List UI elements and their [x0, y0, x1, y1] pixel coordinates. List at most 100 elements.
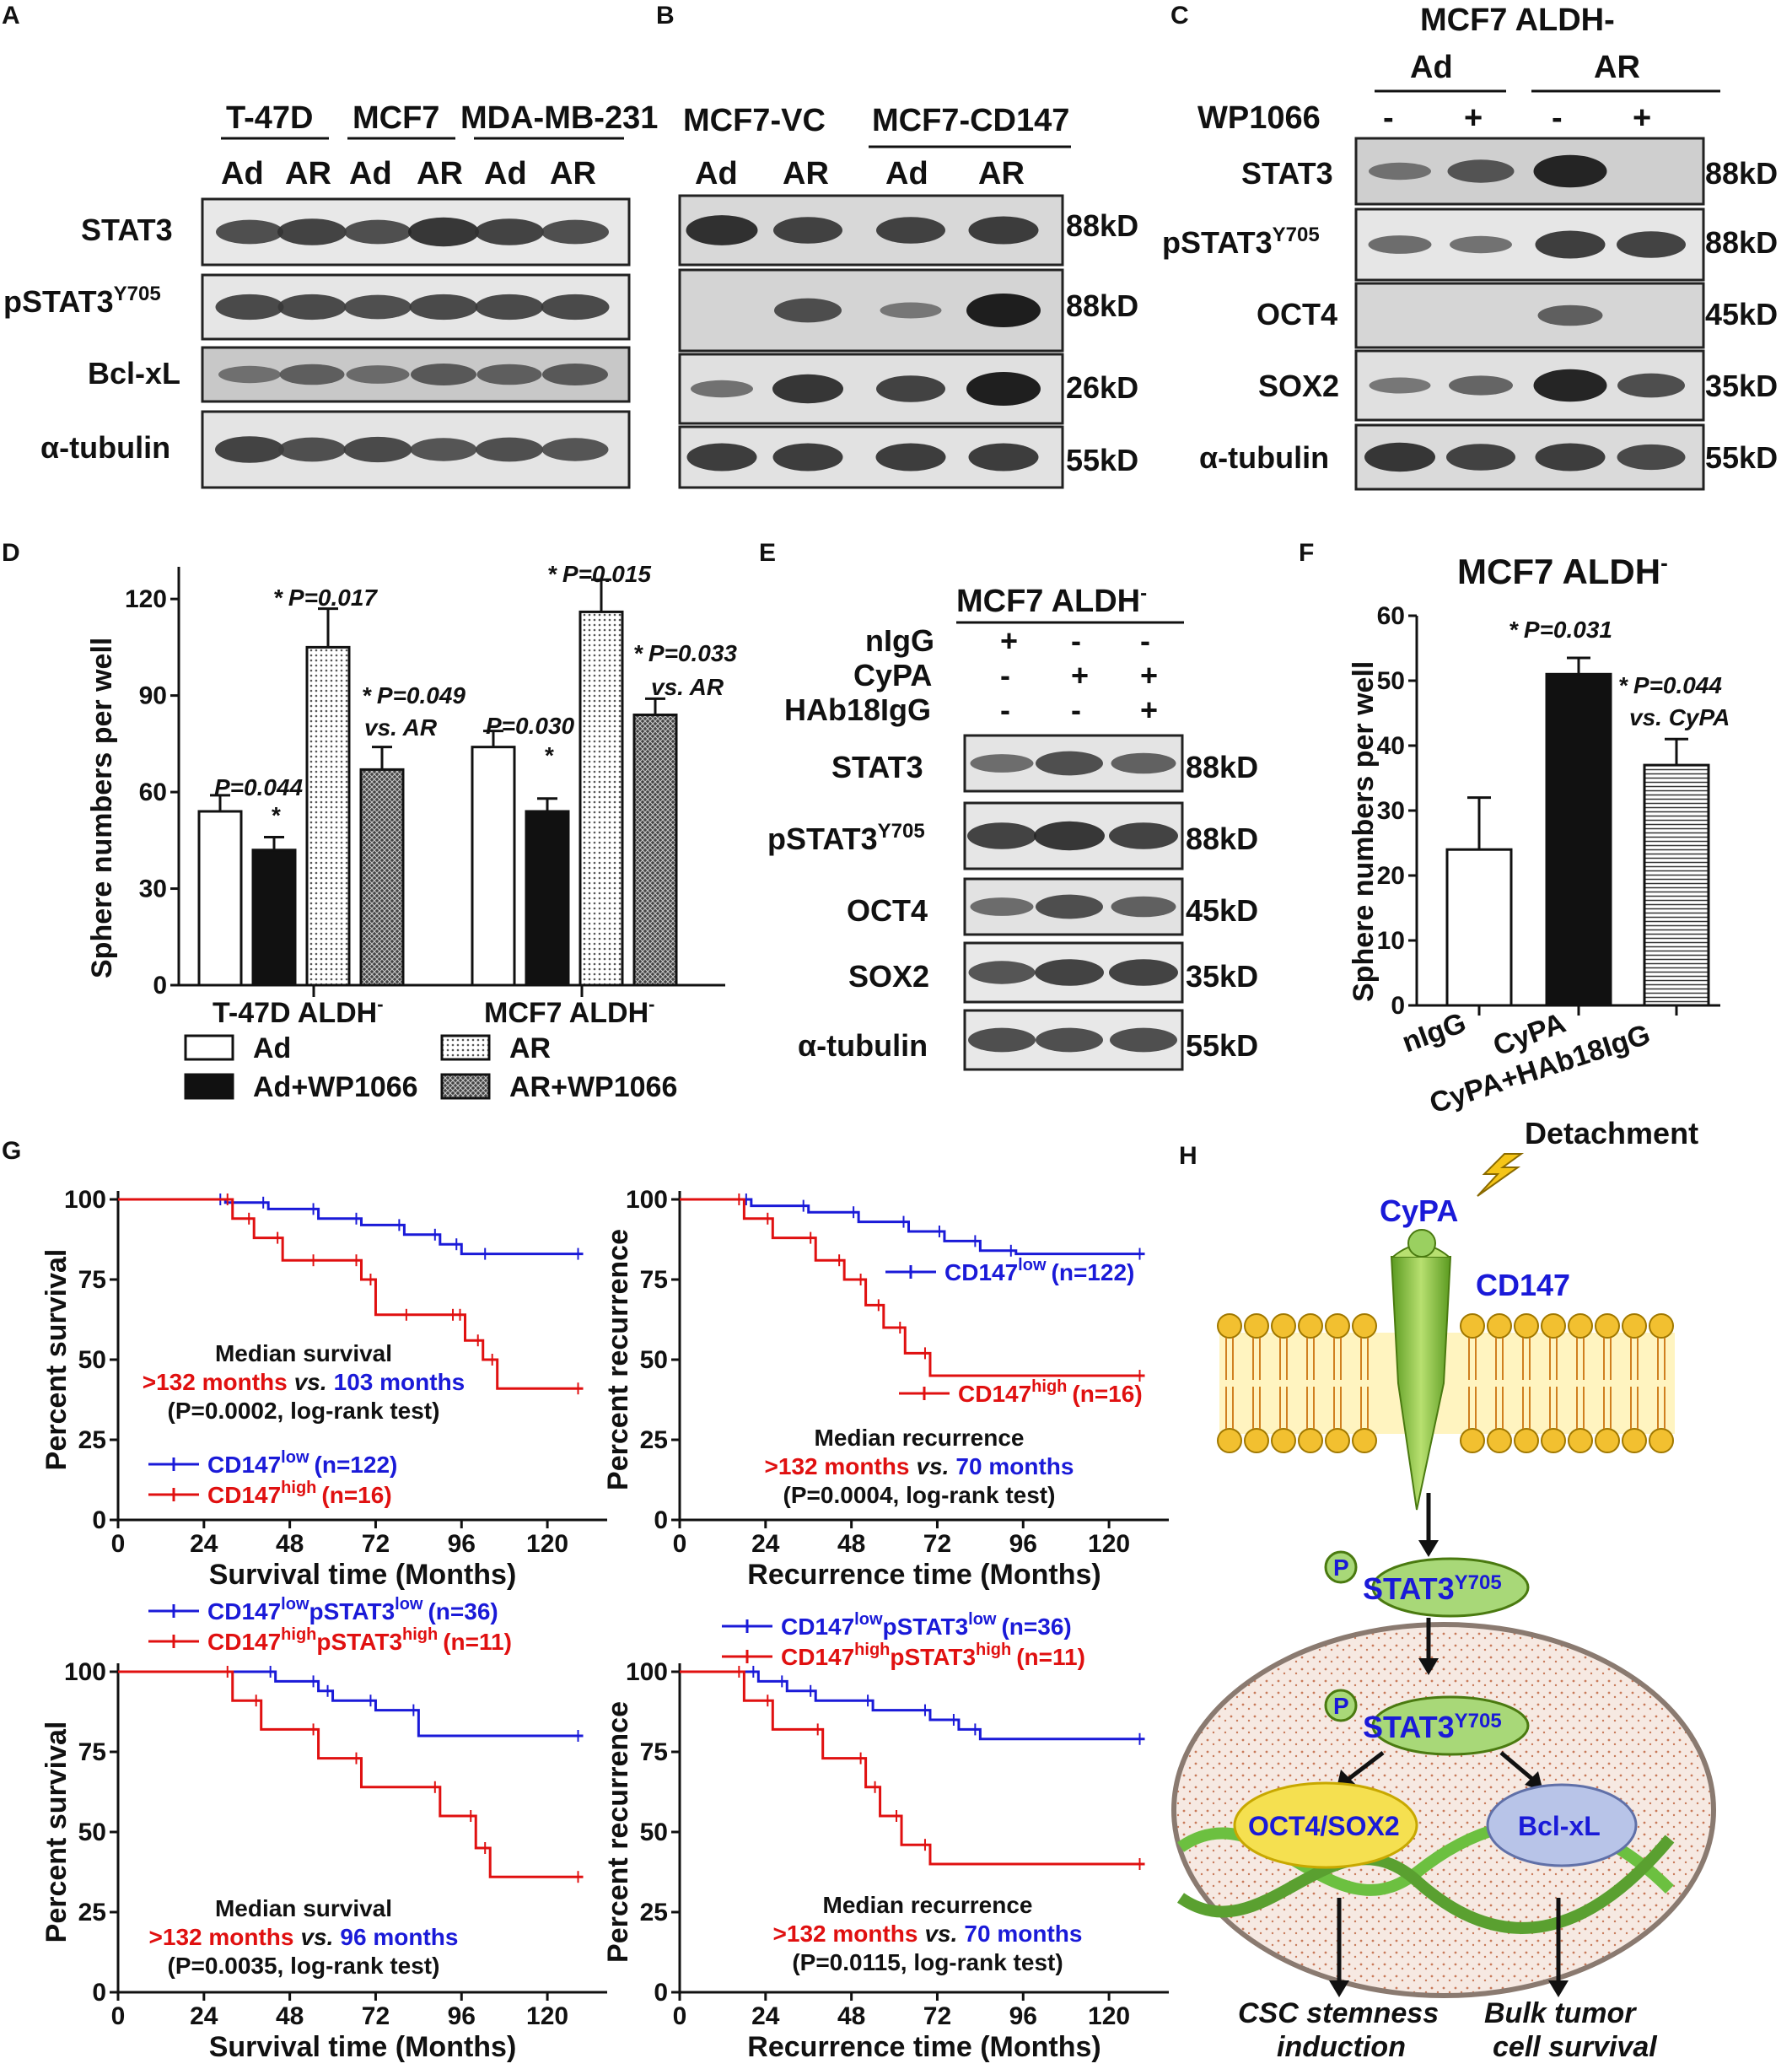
- panel-c-title: MCF7 ALDH-: [1420, 3, 1615, 38]
- f-ylabel: Sphere numbers per well: [1348, 661, 1380, 1002]
- group-ad: Ad: [1410, 50, 1453, 85]
- row-stat3: STAT3: [81, 213, 173, 247]
- lane-label: AR: [285, 156, 331, 191]
- median-title: Median survival: [215, 1895, 392, 1921]
- blot-band: [966, 294, 1041, 327]
- blot-band: [1450, 235, 1512, 254]
- blots: [963, 734, 1184, 1071]
- d-p6: * P=0.033: [634, 640, 737, 666]
- x-axis-label: Recurrence time (Months): [747, 1559, 1100, 1591]
- x-tick-label: 72: [362, 2002, 390, 2030]
- lipid-tail: [1603, 1338, 1612, 1380]
- kd-label: 45kD: [1186, 893, 1258, 928]
- blot-band: [1035, 959, 1104, 986]
- row-pstat3: pSTAT3Y705: [767, 820, 925, 856]
- y-tick-label: 50: [1377, 667, 1405, 695]
- blot-band: [541, 294, 610, 321]
- blot-band: [1109, 959, 1178, 986]
- lipid-head: [1514, 1428, 1539, 1453]
- sign: +: [1633, 100, 1651, 136]
- d-vs: vs. AR: [364, 714, 438, 741]
- h-csc2: induction: [1277, 2031, 1406, 2063]
- line-mcf7vc: MCF7-VC: [683, 103, 826, 138]
- median-title: Median recurrence: [815, 1425, 1025, 1451]
- blot-band: [968, 216, 1039, 245]
- lipid-head: [1244, 1428, 1269, 1453]
- lipid-tail: [1576, 1338, 1585, 1380]
- x-tick-label: 0: [673, 1530, 687, 1558]
- legend-sup: high: [1031, 1377, 1067, 1396]
- blot-band: [216, 219, 283, 245]
- x-axis-label: Survival time (Months): [209, 1559, 517, 1591]
- legend-sup: low: [854, 1610, 883, 1629]
- lipid-tail: [1495, 1387, 1504, 1429]
- y-tick-label: 75: [78, 1738, 106, 1766]
- x-tick-label: 120: [1088, 1530, 1130, 1558]
- star: *: [634, 640, 643, 666]
- stat3-text: STAT3: [1363, 1710, 1455, 1744]
- blot-band: [476, 364, 542, 385]
- legend-text: CD147: [781, 1614, 854, 1640]
- membrane-band: [1219, 1333, 1675, 1434]
- bar: [471, 746, 516, 987]
- lipid-tail: [1630, 1338, 1639, 1380]
- x-tick-label: 96: [448, 1530, 476, 1558]
- treat-cypa: CyPA: [853, 658, 932, 692]
- blot-band: [343, 436, 412, 463]
- bclxl-blob: [1486, 1783, 1638, 1867]
- kd-label: 35kD: [1186, 959, 1258, 994]
- legend-sup: high: [281, 1479, 316, 1497]
- cell-membrane: [1217, 1313, 1675, 1453]
- y-tick-label: 50: [640, 1818, 668, 1846]
- blot-band: [215, 436, 284, 463]
- row-tubulin: α-tubulin: [1199, 440, 1329, 475]
- y-tick-label: 50: [78, 1346, 106, 1374]
- legend-sup: high: [281, 1625, 316, 1644]
- p-value: P=0.015: [562, 561, 652, 587]
- lipid-head: [1325, 1313, 1350, 1339]
- x-axis-label: Survival time (Months): [209, 2031, 517, 2063]
- blot-band: [1535, 443, 1606, 471]
- legend-n: (n=11): [443, 1629, 512, 1655]
- lipid-tail: [1225, 1338, 1234, 1380]
- blot-band: [344, 219, 412, 245]
- median-pvalue: (P=0.0035, log-rank test): [168, 1953, 440, 1979]
- blot-band: [409, 294, 478, 321]
- lipid-tail: [1522, 1387, 1531, 1429]
- km-curve: [118, 1198, 584, 1390]
- p-value: P=0.049: [377, 682, 466, 709]
- km-curve: [118, 1670, 584, 1738]
- panel-label-e: E: [759, 539, 776, 567]
- bar: [1545, 672, 1612, 1007]
- group-text: MCF7 ALDH: [484, 997, 648, 1029]
- y-tick-label: 60: [139, 779, 167, 806]
- blot-band: [1368, 235, 1432, 254]
- lipid-tail: [1279, 1387, 1288, 1429]
- bar: [1643, 763, 1710, 1007]
- bar: [251, 849, 297, 987]
- legend-label: CD147high (n=16): [207, 1479, 392, 1508]
- y-axis-label: Percent recurrence: [602, 1229, 634, 1490]
- group-text: T-47D ALDH: [213, 997, 377, 1029]
- km-curve: [680, 1670, 1145, 1866]
- median-vs: vs.: [294, 1369, 327, 1395]
- panel-g: G 0 25 50 75 100 0 24 48 72 96 120 Survival time (M…: [2, 1137, 1169, 2063]
- kd-label: 88kD: [1066, 208, 1138, 243]
- blot-band: [880, 302, 942, 319]
- blot-band: [691, 380, 753, 398]
- row-oct4: OCT4: [847, 893, 928, 928]
- d-ylabel: Sphere numbers per well: [86, 638, 118, 978]
- blot-band: [215, 294, 284, 321]
- lipid-head: [1622, 1428, 1647, 1453]
- km-curve: [680, 1670, 1145, 1741]
- lipid-head: [1649, 1428, 1674, 1453]
- blot-band: [476, 437, 543, 462]
- lipid-head: [1325, 1428, 1350, 1453]
- lipid-tail: [1333, 1338, 1342, 1380]
- d-p4: P=0.030: [486, 713, 575, 739]
- lipid-tail: [1630, 1387, 1639, 1429]
- row-pstat3-text: pSTAT3: [767, 822, 878, 856]
- legend-label: CD147highpSTAT3high (n=11): [207, 1625, 512, 1655]
- y-tick-label: 20: [1377, 862, 1405, 890]
- legend-text: CD147: [207, 1629, 281, 1655]
